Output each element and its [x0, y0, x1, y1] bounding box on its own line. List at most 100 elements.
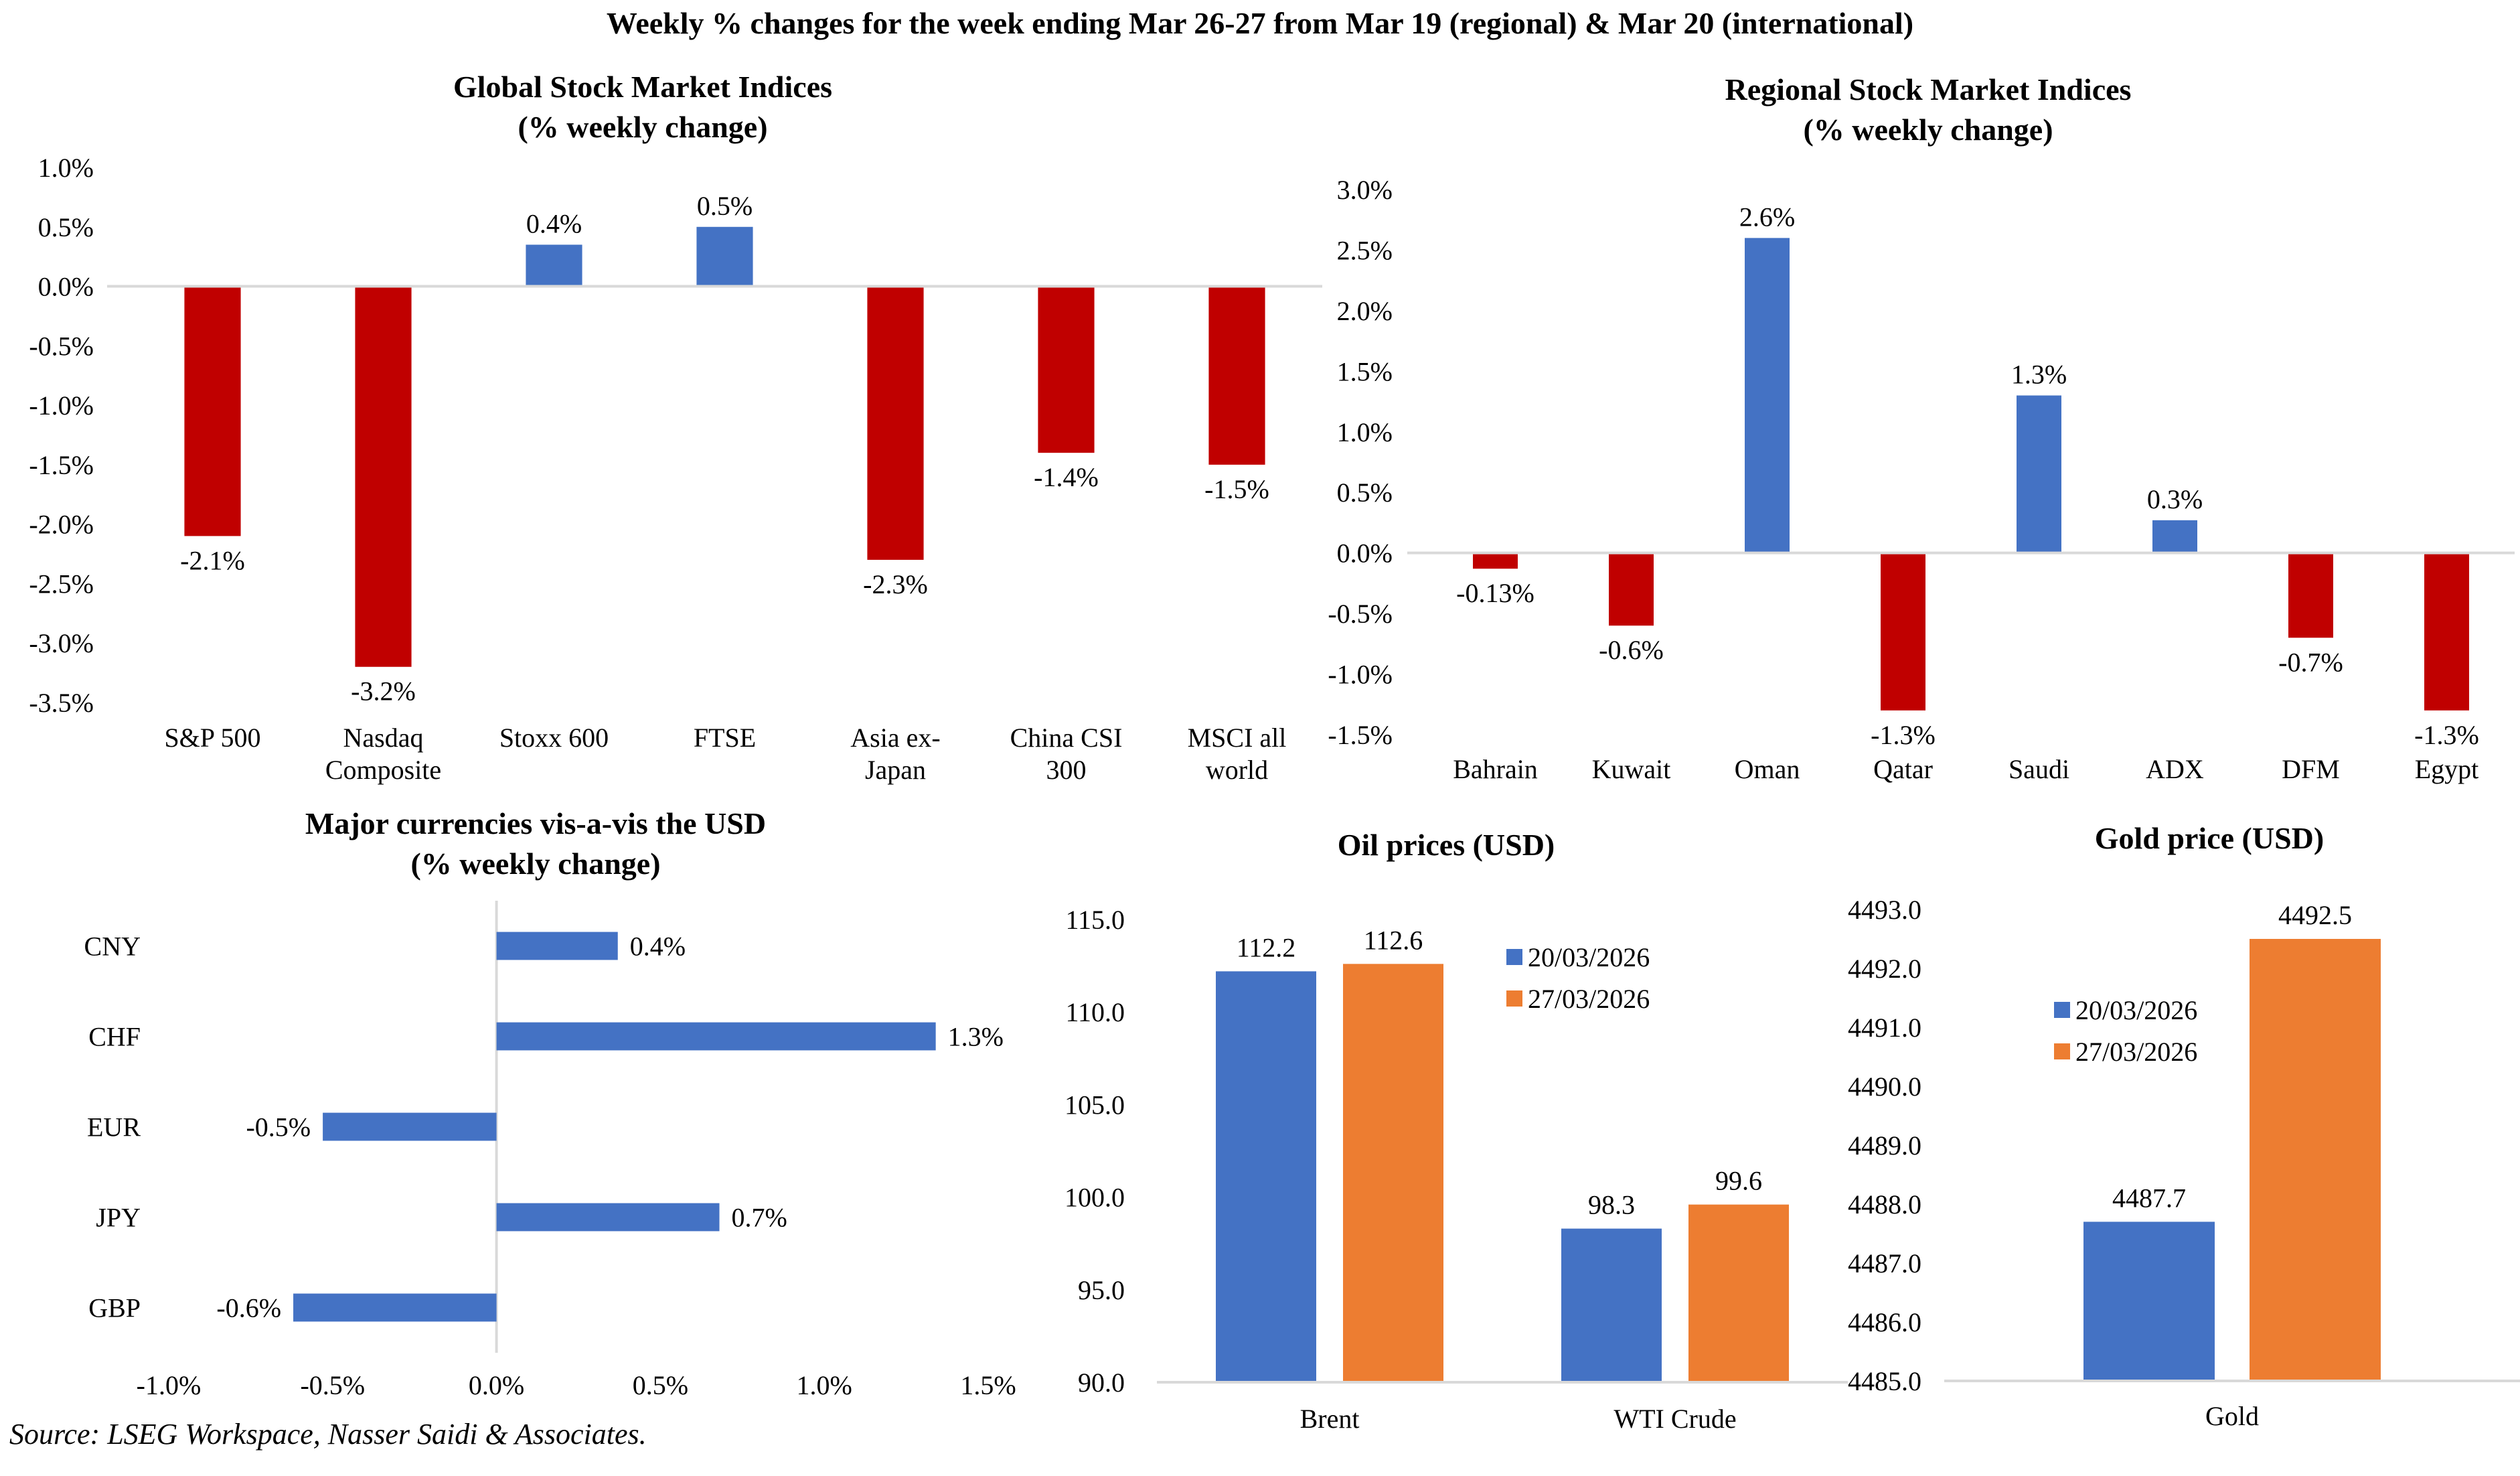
global-data-label: 0.5% [697, 191, 753, 221]
gold-legend-swatch [2054, 1002, 2070, 1018]
gold-ytick-label: 4491.0 [1848, 1013, 1921, 1043]
oil-ytick-label: 95.0 [1078, 1275, 1125, 1305]
global-bar [355, 286, 412, 667]
currencies-bar [323, 1112, 497, 1141]
currencies-xtick-label: 1.5% [960, 1370, 1016, 1400]
global-bar [696, 226, 753, 287]
gold-legend-label: 20/03/2026 [2075, 995, 2197, 1025]
gold-ytick-label: 4490.0 [1848, 1072, 1921, 1102]
oil-legend-label: 27/03/2026 [1528, 984, 1650, 1014]
oil-bar-series1 [1216, 971, 1316, 1382]
global-bar [1038, 286, 1095, 453]
currencies-data-label: -0.5% [246, 1112, 311, 1142]
oil-legend-swatch [1506, 990, 1522, 1007]
gold-legend-swatch [2054, 1043, 2070, 1059]
regional-ytick-label: 3.0% [1337, 175, 1393, 205]
global-title-line2: (% weekly change) [518, 110, 768, 144]
global-ytick-label: -2.0% [29, 510, 94, 540]
global-ytick-label: -1.5% [29, 450, 94, 480]
global-chart-title: Global Stock Market Indices (% weekly ch… [107, 67, 1178, 147]
regional-ytick-label: 2.5% [1337, 235, 1393, 265]
gold-legend-label: 27/03/2026 [2075, 1037, 2197, 1067]
regional-bar [2152, 520, 2197, 553]
global-bar [1208, 286, 1265, 465]
currencies-bar [293, 1293, 497, 1322]
gold-chart-title: Gold price (USD) [1942, 818, 2477, 859]
regional-category-label: Oman [1735, 754, 1800, 784]
regional-ytick-label: 1.0% [1337, 417, 1393, 447]
global-ytick-label: -3.0% [29, 628, 94, 658]
regional-bar [1881, 552, 1925, 711]
oil-chart-title: Oil prices (USD) [1178, 825, 1714, 865]
gold-ytick-label: 4493.0 [1848, 895, 1921, 925]
global-category-label: Stoxx 600 [499, 723, 609, 753]
regional-data-label: 2.6% [1739, 202, 1795, 232]
gold-data-label: 4487.7 [2112, 1183, 2186, 1213]
gold-ytick-label: 4489.0 [1848, 1130, 1921, 1161]
oil-legend-label: 20/03/2026 [1528, 942, 1650, 972]
regional-data-label: 0.3% [2147, 484, 2203, 514]
global-bar [526, 244, 582, 287]
gold-ytick-label: 4492.0 [1848, 954, 1921, 984]
regional-ytick-label: 0.0% [1337, 538, 1393, 569]
global-data-label: -2.3% [863, 569, 928, 599]
regional-bar [1609, 552, 1654, 626]
currencies-bar [496, 1022, 936, 1051]
currencies-xtick-label: -1.0% [137, 1370, 202, 1400]
global-category-label: world [1206, 755, 1268, 785]
global-ytick-label: 0.0% [38, 272, 94, 302]
global-data-label: -2.1% [180, 545, 245, 575]
currencies-data-label: 1.3% [948, 1022, 1004, 1052]
regional-category-label: Qatar [1873, 754, 1933, 784]
currencies-xtick-label: 1.0% [797, 1370, 852, 1400]
oil-title: Oil prices (USD) [1337, 828, 1555, 862]
currencies-xtick-label: 0.5% [633, 1370, 688, 1400]
currencies-bar [496, 1203, 720, 1232]
gold-bar-series1 [2083, 1222, 2215, 1381]
regional-chart-title: Regional Stock Market Indices (% weekly … [1393, 70, 2464, 150]
global-category-label: Japan [865, 755, 926, 785]
oil-data-label: 112.2 [1237, 932, 1296, 962]
oil-ytick-label: 110.0 [1065, 997, 1125, 1027]
regional-title-line1: Regional Stock Market Indices [1725, 72, 2132, 106]
gold-title: Gold price (USD) [2094, 821, 2325, 855]
currencies-category-label: CNY [84, 932, 141, 962]
oil-bar-series2 [1688, 1204, 1789, 1382]
regional-category-label: DFM [2282, 754, 2340, 784]
regional-category-label: Saudi [2009, 754, 2069, 784]
currencies-data-label: 0.4% [630, 932, 686, 962]
global-ytick-label: -0.5% [29, 331, 94, 361]
oil-data-label: 112.6 [1364, 925, 1423, 955]
global-ytick-label: -2.5% [29, 569, 94, 599]
regional-ytick-label: 0.5% [1337, 477, 1393, 508]
oil-ytick-label: 105.0 [1065, 1090, 1125, 1120]
global-category-label: Asia ex- [850, 723, 940, 753]
gold-ytick-label: 4486.0 [1848, 1307, 1921, 1337]
global-bar [184, 286, 241, 536]
regional-data-label: -0.6% [1599, 635, 1664, 665]
currencies-category-label: GBP [88, 1293, 141, 1323]
page-title: Weekly % changes for the week ending Mar… [606, 6, 1914, 40]
regional-ytick-label: -0.5% [1328, 599, 1393, 629]
currencies-bar [496, 932, 618, 960]
source-note: Source: LSEG Workspace, Nasser Saidi & A… [9, 1418, 647, 1451]
global-bar [867, 286, 924, 560]
regional-ytick-label: 1.5% [1337, 356, 1393, 386]
gold-data-label: 4492.5 [2278, 900, 2352, 930]
currencies-category-label: JPY [96, 1203, 141, 1233]
oil-ytick-label: 90.0 [1078, 1368, 1125, 1398]
oil-bar-series2 [1343, 964, 1443, 1382]
global-category-label: 300 [1046, 755, 1087, 785]
global-title-line1: Global Stock Market Indices [453, 70, 833, 104]
global-data-label: -1.4% [1034, 462, 1099, 492]
regional-data-label: -0.13% [1456, 578, 1534, 608]
currencies-title-line2: (% weekly change) [410, 846, 661, 881]
global-category-label: MSCI all [1188, 723, 1287, 753]
regional-data-label: -1.3% [1871, 720, 1936, 750]
currencies-xtick-label: 0.0% [469, 1370, 524, 1400]
oil-ytick-label: 115.0 [1065, 905, 1125, 935]
oil-ytick-label: 100.0 [1065, 1183, 1125, 1213]
global-category-label: Nasdaq [343, 723, 424, 753]
currencies-category-label: EUR [87, 1112, 141, 1142]
regional-category-label: Egypt [2415, 754, 2479, 784]
